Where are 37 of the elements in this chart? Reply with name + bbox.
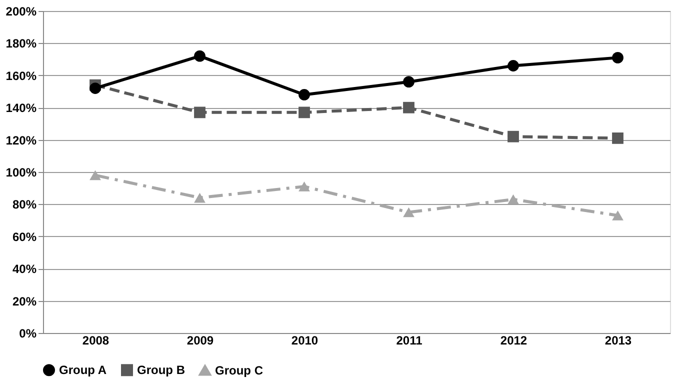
point [298,89,310,100]
point [298,182,310,192]
x-tick-label: 2010 [291,334,318,348]
y-tick-label: 80% [12,198,37,212]
x-tick-label: 2012 [500,334,528,348]
point [508,130,519,142]
point [194,192,206,203]
legend-label: Group B [137,363,186,378]
point [508,60,519,72]
x-tick-label: 2013 [604,334,632,348]
x-tick-label: 2011 [396,334,423,348]
point [403,76,414,88]
point [194,50,206,62]
y-tick-label: 20% [12,294,37,308]
legend-label: Group C [215,363,264,378]
y-tick-label: 0% [19,326,37,340]
y-tick-label: 140% [6,101,37,116]
legend-label: Group A [59,363,107,378]
y-tick-label: 120% [6,133,37,148]
point [612,132,624,144]
y-tick-label: 40% [12,262,37,276]
point [298,106,310,118]
y-tick-label: 180% [6,36,37,51]
y-tick-label: 60% [12,230,37,244]
y-tick-label: 160% [6,68,37,83]
x-tick-label: 2008 [82,334,110,348]
point [403,102,414,114]
y-tick-label: 100% [6,166,37,180]
x-tick-label: 2009 [186,334,214,348]
point [508,194,519,204]
point [612,52,624,64]
point [612,210,624,220]
point [90,82,101,94]
point [194,106,206,118]
point [90,170,101,180]
point [403,207,414,218]
y-tick-label: 200% [6,4,37,18]
